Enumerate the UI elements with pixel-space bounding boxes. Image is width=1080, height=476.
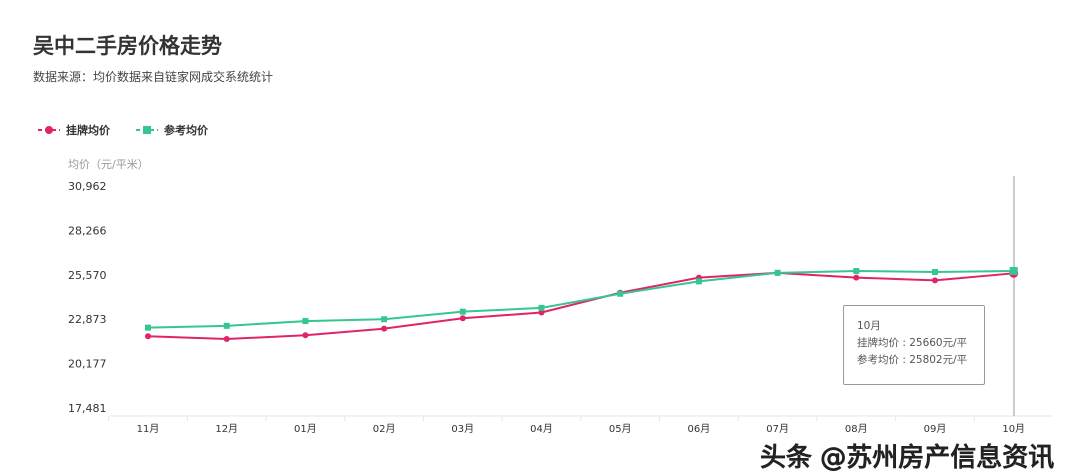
x-tick-label: 02月 [373, 423, 396, 435]
series-line-1 [147, 269, 1014, 329]
data-point [1009, 266, 1018, 275]
x-tick-label: 10月 [1002, 423, 1025, 435]
x-tick-label: 07月 [766, 423, 789, 435]
data-point [617, 290, 624, 297]
x-tick-label: 01月 [294, 423, 317, 435]
circle-marker-icon [38, 126, 60, 134]
legend-label: 挂牌均价 [66, 124, 110, 137]
tooltip-month: 10月 [857, 320, 881, 332]
y-tick-label: 28,266 [68, 224, 107, 237]
data-point [932, 268, 938, 275]
data-point [302, 332, 309, 339]
y-tick-label: 25,570 [68, 269, 107, 282]
data-point [223, 336, 230, 343]
x-tick-label: 03月 [451, 423, 474, 435]
x-tick-label: 05月 [609, 423, 632, 435]
data-point [459, 308, 466, 315]
data-point [774, 269, 781, 276]
y-tick-label: 17,481 [68, 402, 107, 415]
data-point [853, 268, 860, 275]
data-point [695, 278, 702, 285]
legend-item-listing[interactable]: 挂牌均价 [38, 122, 110, 138]
tooltip-reference-price: 参考均价 : 25802元/平 [857, 354, 968, 366]
square-marker-icon [136, 126, 158, 134]
data-point [538, 304, 545, 311]
y-tick-label: 22,873 [68, 313, 107, 326]
data-point [932, 277, 938, 284]
tooltip: 10月 挂牌均价 : 25660元/平 参考均价 : 25802元/平 [843, 305, 985, 385]
data-point [853, 274, 860, 281]
legend: 挂牌均价 参考均价 [38, 122, 208, 138]
y-axis-label: 均价（元/平米） [68, 158, 149, 171]
series-line-0 [147, 271, 1014, 341]
watermark: 头条 @苏州房产信息资讯 [759, 443, 1055, 474]
tooltip-listing-price: 挂牌均价 : 25660元/平 [857, 337, 968, 349]
data-point [145, 324, 151, 331]
x-tick-label: 12月 [215, 423, 238, 435]
data-point [223, 322, 230, 329]
x-tick-label: 09月 [924, 423, 947, 435]
page-title: 吴中二手房价格走势 [33, 34, 222, 58]
x-tick-label: 04月 [530, 423, 553, 435]
legend-label: 参考均价 [164, 124, 208, 137]
x-tick-label: 11月 [137, 423, 160, 435]
data-source-subtitle: 数据来源：均价数据来自链家网成交系统统计 [33, 70, 274, 84]
x-tick-label: 08月 [845, 423, 868, 435]
data-point [145, 333, 151, 340]
y-tick-label: 30,962 [68, 180, 107, 193]
data-point [381, 316, 388, 323]
x-tick-label: 06月 [688, 423, 711, 435]
data-point [302, 318, 309, 325]
data-point [459, 315, 466, 322]
data-point [538, 309, 545, 316]
y-tick-label: 20,177 [68, 358, 107, 371]
data-point [381, 325, 388, 332]
legend-item-reference[interactable]: 参考均价 [136, 122, 208, 138]
